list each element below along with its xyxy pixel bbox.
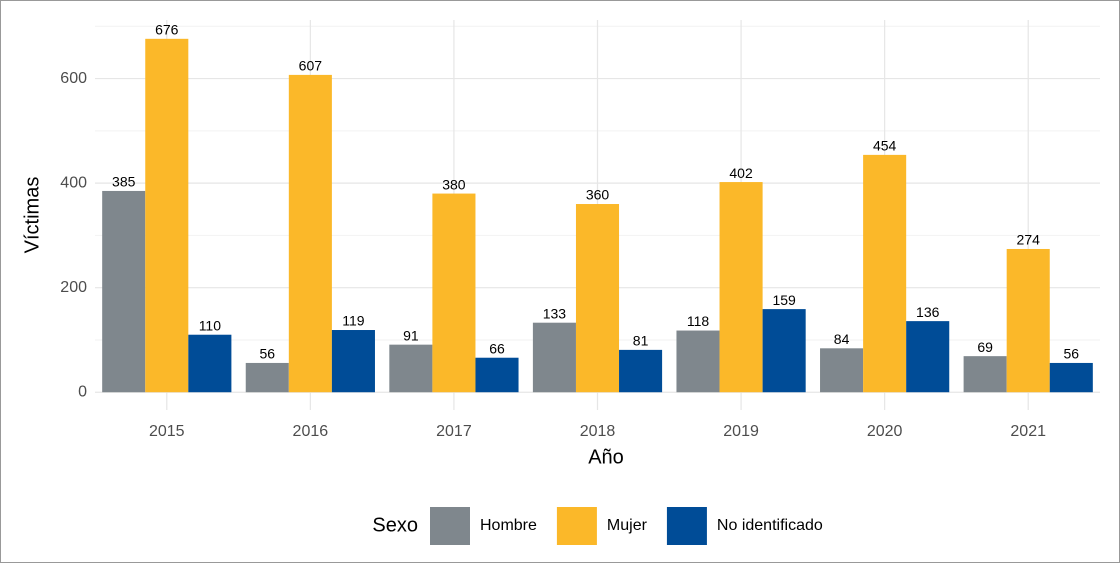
x-tick-label: 2017 <box>436 423 472 440</box>
bar <box>863 154 907 393</box>
bar <box>676 330 720 393</box>
x-tick-label: 2019 <box>723 423 759 440</box>
value-label: 607 <box>299 58 323 74</box>
bar <box>188 334 232 393</box>
legend-swatch <box>430 507 470 545</box>
y-tick-label: 600 <box>60 70 87 87</box>
value-label: 402 <box>729 165 753 181</box>
value-label: 69 <box>977 339 993 355</box>
value-label: 454 <box>873 138 897 154</box>
legend-label: Hombre <box>480 517 537 534</box>
x-tick-label: 2018 <box>580 423 616 440</box>
legend-label: Mujer <box>607 517 648 534</box>
bar <box>145 38 189 393</box>
x-tick-label: 2015 <box>149 423 185 440</box>
y-tick-label: 200 <box>60 279 87 296</box>
value-label: 136 <box>916 304 940 320</box>
value-label: 84 <box>834 331 850 347</box>
value-label: 380 <box>442 176 466 192</box>
x-axis-title: Año <box>588 446 624 468</box>
value-label: 110 <box>199 317 222 333</box>
bar <box>532 322 576 393</box>
legend-swatch <box>666 507 707 545</box>
value-label: 56 <box>259 346 275 362</box>
y-tick-label: 0 <box>78 383 87 400</box>
value-label: 385 <box>112 174 136 190</box>
bar <box>762 309 806 393</box>
bar <box>1049 362 1093 393</box>
legend-swatch <box>556 507 597 545</box>
value-label: 119 <box>342 313 365 329</box>
legend-title: Sexo <box>372 514 418 536</box>
bar <box>619 349 663 393</box>
value-label: 66 <box>489 340 505 356</box>
value-label: 81 <box>633 333 649 349</box>
bar <box>102 190 146 393</box>
bar <box>575 204 620 393</box>
bar <box>288 74 332 393</box>
y-tick-label: 400 <box>60 174 87 191</box>
bar <box>432 193 476 393</box>
bar <box>1006 248 1050 393</box>
x-tick-label: 2016 <box>293 423 329 440</box>
bar <box>820 348 864 393</box>
bar <box>719 182 763 393</box>
bar <box>906 321 950 393</box>
x-tick-label: 2020 <box>867 423 903 440</box>
bar <box>475 357 519 393</box>
value-label: 91 <box>403 327 419 343</box>
legend-label: No identificado <box>717 517 823 534</box>
value-label: 133 <box>543 305 567 321</box>
value-label: 676 <box>155 22 179 38</box>
bar <box>245 362 289 393</box>
value-label: 360 <box>586 187 610 203</box>
x-tick-label: 2021 <box>1010 423 1046 440</box>
bar <box>331 330 375 393</box>
value-label: 118 <box>687 313 710 329</box>
value-label: 274 <box>1017 232 1041 248</box>
bar <box>389 344 433 393</box>
value-label: 56 <box>1063 346 1079 362</box>
bar <box>963 356 1007 393</box>
y-axis-title: Víctimas <box>21 177 43 254</box>
value-label: 159 <box>772 292 796 308</box>
